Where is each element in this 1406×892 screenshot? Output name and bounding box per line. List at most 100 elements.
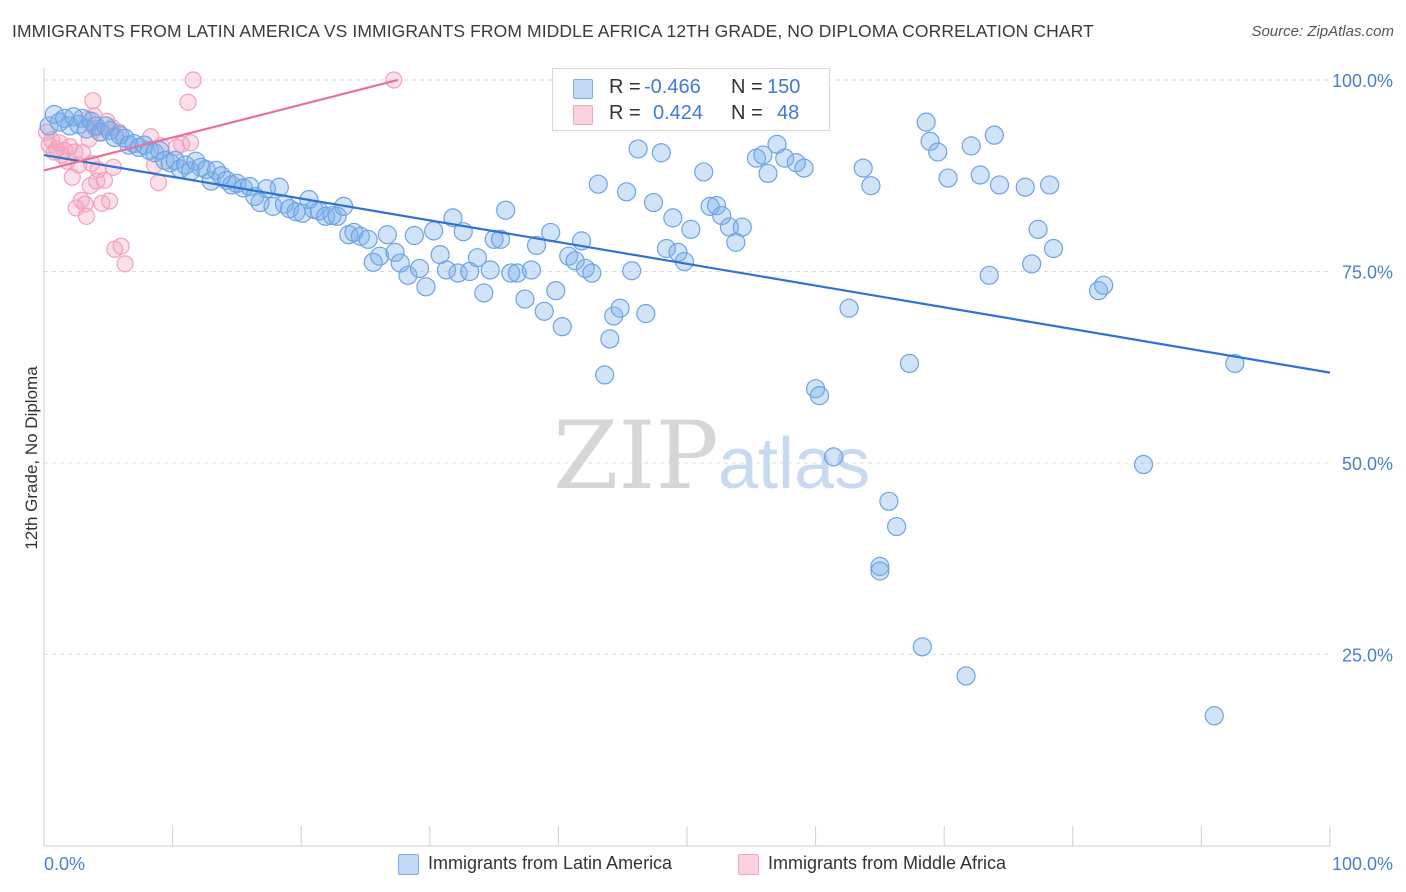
data-point-latin-america [385, 242, 405, 262]
data-point-middle-africa [95, 171, 114, 189]
data-point-latin-america [984, 125, 1004, 145]
data-point-latin-america [526, 235, 547, 256]
data-point-latin-america [436, 260, 457, 280]
data-point-latin-america [1225, 353, 1245, 374]
data-point-latin-america [622, 261, 642, 281]
data-point-latin-america [758, 163, 778, 184]
data-point-latin-america [588, 174, 608, 194]
data-point-latin-america [390, 253, 410, 273]
data-point-latin-america [507, 263, 527, 283]
legend-r-value: 0.424 [653, 102, 704, 124]
legend-n-label: N = [731, 76, 763, 98]
chart-title: IMMIGRANTS FROM LATIN AMERICA VS IMMIGRA… [12, 21, 1094, 41]
data-point-latin-america [809, 385, 830, 406]
data-point-latin-america [85, 116, 106, 136]
data-point-latin-america [501, 263, 521, 283]
data-point-latin-america [604, 306, 624, 326]
legend-swatch-pink [573, 105, 593, 125]
tick-labels: 100.0% 75.0% 50.0% 25.0% 0.0% 100.0% [44, 71, 1393, 874]
legend-n-value: 150 [767, 76, 801, 98]
data-point-latin-america [1133, 454, 1154, 475]
data-point-latin-america [49, 112, 70, 132]
data-point-latin-america [839, 298, 859, 318]
data-point-latin-america [263, 196, 283, 216]
data-point-latin-america [1204, 706, 1224, 726]
data-point-latin-america [534, 301, 554, 321]
data-point-latin-america [861, 176, 881, 196]
data-point-latin-america [656, 238, 677, 259]
data-point-latin-america [712, 205, 732, 226]
data-point-latin-america [920, 131, 940, 151]
data-point-latin-america [1043, 238, 1064, 259]
data-point-middle-africa [112, 237, 130, 255]
data-point-middle-africa [149, 174, 168, 192]
data-point-latin-america [706, 196, 727, 216]
data-point-latin-america [916, 112, 936, 132]
data-point-latin-america [1028, 219, 1048, 239]
y-tick-label: 50.0% [1342, 454, 1393, 474]
data-point-latin-america [39, 116, 59, 136]
data-point-middle-africa [179, 93, 197, 111]
data-point-latin-america [928, 142, 948, 162]
data-point-latin-america [651, 143, 671, 163]
data-point-middle-africa [182, 134, 200, 152]
data-point-latin-america [595, 365, 615, 385]
data-point-latin-america [643, 192, 664, 213]
bottom-legend-swatch-blue [398, 854, 419, 875]
data-point-latin-america [887, 516, 907, 537]
series-latin-america [39, 104, 1245, 726]
trend-lines [43, 78, 1331, 374]
legend-swatch-blue [573, 79, 593, 99]
data-point-latin-america [474, 283, 494, 303]
data-point-latin-america [490, 229, 511, 249]
data-point-latin-america [1088, 281, 1109, 301]
data-point-latin-america [616, 182, 637, 202]
data-point-latin-america [899, 353, 920, 374]
data-point-latin-america [732, 217, 752, 237]
data-point-latin-america [480, 260, 500, 280]
data-point-latin-america [350, 226, 370, 246]
data-point-latin-america [521, 260, 541, 280]
data-point-latin-america [600, 329, 620, 349]
data-point-latin-america [610, 298, 630, 318]
data-point-latin-america [316, 206, 336, 226]
data-point-latin-america [416, 277, 436, 297]
data-point-middle-africa [184, 71, 202, 89]
data-point-latin-america [370, 246, 390, 266]
x-tick-label-right: 100.0% [1332, 854, 1393, 874]
data-point-latin-america [870, 556, 890, 577]
data-point-latin-america [956, 666, 976, 686]
data-point-latin-america [377, 225, 397, 245]
correlation-legend: R = -0.466 N = 150 R = 0.424 N = 48 [552, 68, 830, 131]
data-point-latin-america [879, 491, 899, 511]
data-point-latin-america [404, 225, 424, 246]
data-point-latin-america [327, 206, 347, 226]
bottom-legend-swatch-pink [738, 854, 759, 875]
y-tick-label: 100.0% [1332, 71, 1393, 91]
data-point-latin-america [467, 248, 487, 268]
data-point-latin-america [424, 221, 444, 241]
legend-r-value: -0.466 [644, 76, 701, 98]
data-point-latin-america [628, 139, 648, 159]
data-point-latin-america [582, 263, 602, 283]
data-point-latin-america [1022, 254, 1042, 274]
data-point-latin-america [979, 265, 999, 285]
trend-line-middle-africa [43, 78, 398, 172]
legend-r-label: R = [609, 76, 641, 98]
data-point-latin-america [206, 160, 226, 180]
data-point-latin-america [515, 289, 535, 309]
axes [43, 68, 1331, 847]
data-point-latin-america [912, 637, 932, 657]
y-axis-label: 12th Grade, No Diploma [22, 366, 41, 550]
data-point-latin-america [961, 136, 981, 156]
data-point-latin-america [663, 208, 683, 228]
data-point-latin-america [1094, 275, 1114, 295]
data-point-latin-america [398, 265, 418, 285]
data-point-latin-america [694, 162, 714, 182]
watermark: ZIP atlas [553, 402, 870, 511]
data-point-middle-africa [84, 92, 102, 110]
data-point-latin-america [1015, 177, 1035, 197]
legend-n-value: 48 [777, 102, 800, 124]
data-point-latin-america [681, 219, 701, 239]
